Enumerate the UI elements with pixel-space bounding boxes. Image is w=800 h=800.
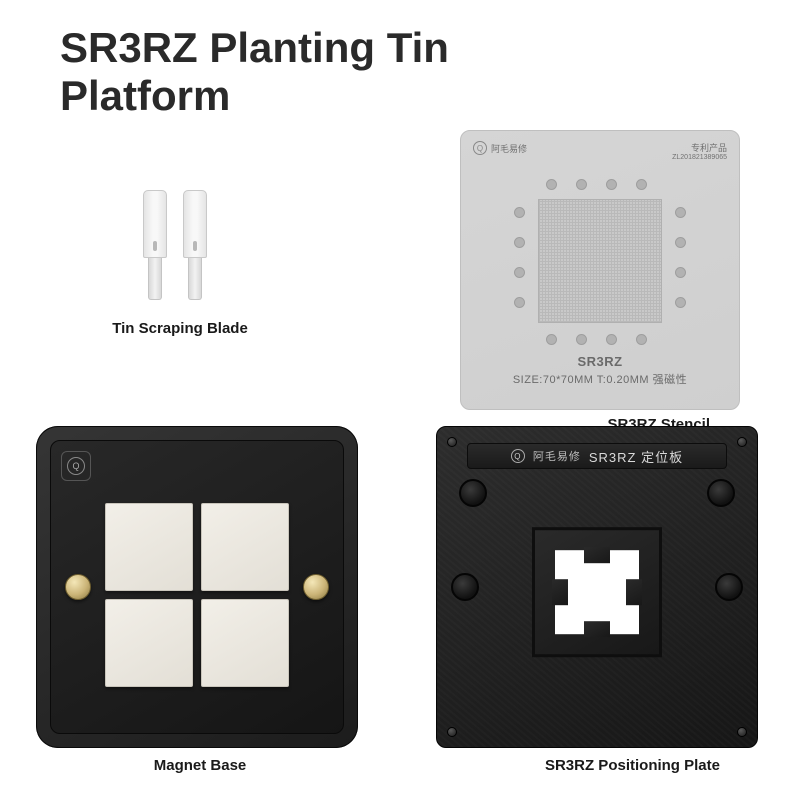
stencil-hole xyxy=(576,334,587,345)
patent-number: ZL201821389065 xyxy=(672,154,727,161)
corner-screw xyxy=(737,727,747,737)
cutout-notch xyxy=(584,547,610,563)
plate-brand: 阿毛易修 xyxy=(533,448,581,464)
plate-center-frame xyxy=(532,527,662,657)
caption-plate: SR3RZ Positioning Plate xyxy=(460,757,720,774)
stencil-model: SR3RZ xyxy=(473,354,727,369)
stencil-hole xyxy=(636,334,647,345)
corner-screw xyxy=(447,437,457,447)
blade-1 xyxy=(141,190,169,330)
cutout-notch xyxy=(626,579,642,605)
magnet-square xyxy=(105,503,193,591)
blade-tip xyxy=(183,190,207,258)
stencil-footer: SR3RZ SIZE:70*70MM T:0.20MM 强磁性 xyxy=(473,354,727,387)
magnet-squares xyxy=(105,503,289,687)
stencil-hole xyxy=(514,267,525,278)
stencil-hole xyxy=(675,237,686,248)
stencil-header: Q 阿毛易修 专利产品 ZL201821389065 xyxy=(473,141,727,167)
magnet-base: Q xyxy=(36,426,358,748)
corner-screw xyxy=(447,727,457,737)
stencil-hole xyxy=(675,207,686,218)
stencil-chip-area xyxy=(502,173,698,351)
stencil-hole xyxy=(546,334,557,345)
stencil-hole xyxy=(514,297,525,308)
positioning-plate: Q 阿毛易修 SR3RZ 定位板 xyxy=(436,426,758,748)
page-title: SR3RZ Planting Tin Platform xyxy=(60,24,560,121)
chip-core-grid xyxy=(538,199,662,323)
magnet-square xyxy=(201,503,289,591)
brass-knob-right xyxy=(303,574,329,600)
cutout-notch xyxy=(552,579,568,605)
magnet-brand-badge: Q xyxy=(61,451,91,481)
corner-screw xyxy=(737,437,747,447)
stencil-hole xyxy=(636,179,647,190)
caption-blades: Tin Scraping Blade xyxy=(110,320,250,337)
stencil-hole xyxy=(514,207,525,218)
stencil-brand: Q 阿毛易修 xyxy=(473,141,527,155)
plate-model: SR3RZ 定位板 xyxy=(589,447,683,466)
stencil-patent: 专利产品 ZL201821389065 xyxy=(672,141,727,161)
brass-knob-left xyxy=(65,574,91,600)
alignment-hole xyxy=(715,573,743,601)
caption-magnet: Magnet Base xyxy=(130,757,270,774)
blade-tip xyxy=(143,190,167,258)
stencil-brand-text: 阿毛易修 xyxy=(491,142,527,155)
sr3rz-stencil: Q 阿毛易修 专利产品 ZL201821389065 SR3RZ SIZE:70… xyxy=(460,130,740,410)
stencil-size-line: SIZE:70*70MM T:0.20MM 强磁性 xyxy=(513,374,687,386)
patent-label: 专利产品 xyxy=(672,141,727,154)
tin-scraping-blades xyxy=(115,190,235,330)
blade-handle xyxy=(148,258,162,300)
plate-label-strip: Q 阿毛易修 SR3RZ 定位板 xyxy=(467,443,727,469)
magnet-inner: Q xyxy=(50,440,344,734)
stencil-hole xyxy=(514,237,525,248)
brand-logo-icon: Q xyxy=(473,141,487,155)
alignment-hole xyxy=(451,573,479,601)
stencil-hole xyxy=(675,267,686,278)
stencil-hole xyxy=(675,297,686,308)
stencil-hole xyxy=(576,179,587,190)
blade-2 xyxy=(181,190,209,330)
plate-cutout xyxy=(555,550,639,634)
blade-handle xyxy=(188,258,202,300)
magnet-square xyxy=(201,599,289,687)
stencil-hole xyxy=(606,179,617,190)
brand-logo-icon: Q xyxy=(511,449,525,463)
magnet-square xyxy=(105,599,193,687)
stencil-hole xyxy=(546,179,557,190)
brand-logo-icon: Q xyxy=(67,457,85,475)
alignment-hole xyxy=(459,479,487,507)
alignment-hole xyxy=(707,479,735,507)
stencil-hole xyxy=(606,334,617,345)
cutout-notch xyxy=(584,621,610,637)
